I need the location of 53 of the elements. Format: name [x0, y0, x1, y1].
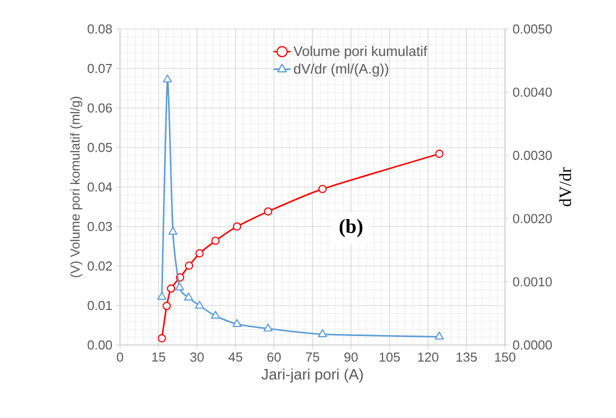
x-tick-label: 30: [190, 352, 204, 362]
y-tick-label: 0.06: [88, 103, 112, 113]
point: [435, 150, 444, 158]
y-tick-label: 0.00: [88, 340, 112, 350]
x-axis-title: Jari-jari pori (A): [261, 368, 363, 383]
point: [175, 282, 184, 290]
point: [195, 249, 204, 258]
point: [264, 323, 273, 332]
point: [318, 329, 328, 338]
y2-tick-label: 0.0000: [513, 340, 552, 350]
point: [157, 292, 166, 300]
point: [264, 207, 272, 216]
x-tick-label: 75: [306, 352, 320, 362]
annotation: (b): [340, 219, 362, 238]
y2-tick-label: 0.0020: [513, 214, 552, 224]
y-tick-label: 0.03: [88, 222, 112, 232]
y2-tick-label: 0.0010: [513, 277, 552, 286]
y-tick-label: 0.07: [88, 64, 112, 74]
x-tick-label: 135: [456, 352, 477, 362]
point: [162, 302, 171, 310]
y-tick-label: 0.02: [88, 261, 112, 271]
x-tick-label: 105: [380, 352, 400, 362]
point: [434, 332, 444, 340]
point: [166, 284, 176, 293]
point: [232, 318, 242, 327]
point: [184, 261, 194, 270]
legend-label: Volume pori kumulatif: [293, 46, 428, 59]
point: [195, 300, 204, 309]
y-tick-label: 0.08: [88, 24, 112, 34]
y2-tick-label: 0.0040: [513, 88, 552, 97]
y-tick-label: 0.04: [88, 182, 112, 192]
y-tick-label: 0.01: [88, 300, 112, 310]
x-tick-label: 45: [228, 352, 242, 362]
y2-tick-label: 0.0050: [513, 24, 552, 34]
point: [158, 334, 166, 342]
y2-axis-title: dV/dr: [559, 167, 572, 206]
x-tick-label: 15: [152, 352, 166, 362]
point: [162, 74, 172, 82]
point: [232, 222, 242, 231]
point: [318, 184, 327, 194]
y-tick-label: 0.05: [88, 142, 112, 152]
y2-tick-label: 0.0030: [513, 150, 552, 160]
x-tick-label: 90: [344, 352, 358, 362]
x-tick-label: 120: [418, 352, 438, 362]
x-tick-label: 0: [116, 352, 124, 362]
point: [211, 236, 220, 245]
point: [168, 226, 178, 235]
x-tick-label: 60: [267, 352, 281, 362]
legend-label: dV/dr (ml/(A.g)): [294, 63, 388, 77]
point: [210, 310, 220, 319]
y-axis-title: (V) Volume pori komulatif (ml/g): [70, 96, 82, 278]
x-tick-label: 150: [495, 352, 516, 362]
point: [184, 292, 194, 300]
